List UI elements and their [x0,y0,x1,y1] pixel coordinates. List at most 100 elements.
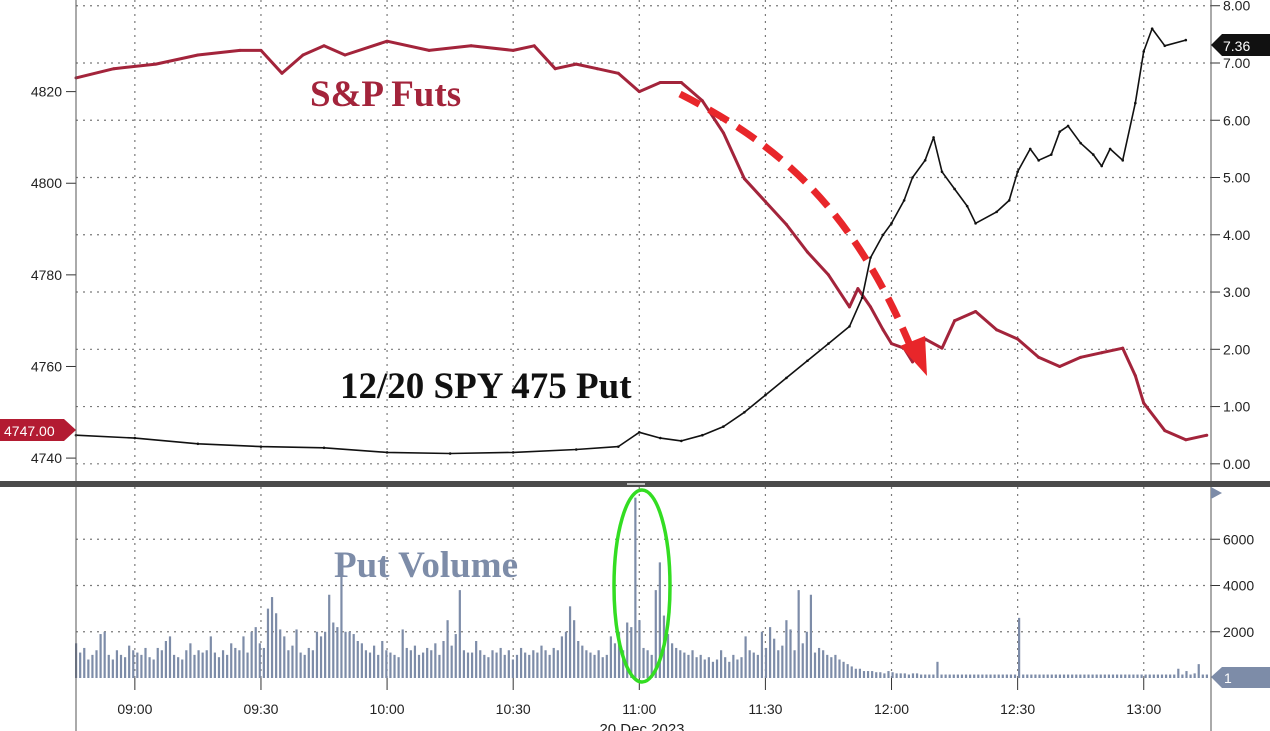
volume-last-value-text: 1 [1224,670,1232,686]
spy-put-point [722,425,725,428]
volume-bar [589,652,592,678]
volume-bar [319,636,323,678]
spy-put-point [1058,130,1061,134]
spy-put-point [1007,199,1011,202]
volume-last-value-badge: 1 [1211,667,1270,688]
volume-bar [291,645,294,678]
volume-bar [1103,674,1106,678]
volume-bar [536,652,539,678]
volume-bar [650,654,653,678]
volume-bar [152,659,155,678]
sp-futs-point [259,48,263,52]
volume-bar [1193,673,1196,678]
volume-bar [1197,664,1200,678]
volume-bar [1018,617,1021,678]
volume-bar [789,629,792,678]
volume-bar [642,647,645,678]
volume-bar [1066,674,1070,678]
volume-bar [209,636,212,678]
volume-bar [736,659,739,678]
volume-bar [148,657,151,678]
spy-put-point [1163,44,1167,48]
x-tick-label: 09:00 [117,701,152,717]
spy-put-point [911,176,914,179]
volume-bar [193,654,196,678]
spy-put-point [848,325,851,328]
volume-bar [564,631,568,678]
volume-bar [1120,674,1123,678]
spy-put-point [860,296,864,300]
volume-bar [854,668,857,678]
x-tick-label: 09:30 [243,701,278,717]
sp-futs-point [1058,364,1062,368]
sp-futs-point [1121,346,1125,350]
volume-bar [434,643,437,678]
volume-bar [928,674,931,678]
volume-bar [160,650,163,678]
spy-put-point [616,445,620,448]
sp-futs-point [700,99,704,103]
volume-bar [299,652,302,678]
volume-bar [1156,674,1160,678]
volume-bar [177,657,180,678]
volume-bar [201,652,204,678]
volume-bar [221,650,225,678]
volume-bar [834,654,837,678]
volume-bar [507,650,510,678]
spy-put-point [869,256,872,259]
volume-bar [932,674,935,678]
spy-put-point [974,222,977,225]
spy-put-point [385,451,389,454]
left-tick-label: 4760 [31,358,62,374]
volume-bar [168,636,172,678]
volume-bar [1005,674,1008,678]
spy-put-point [1091,153,1095,156]
volume-bar [311,650,314,678]
volume-bar [373,645,376,678]
volume-bar [581,645,584,678]
volume-bar [421,652,425,678]
volume-bar [646,650,649,678]
x-tick-label: 13:00 [1126,701,1161,717]
spy-put-point [940,170,944,174]
spy-put-point [1016,170,1019,174]
left-axis: 4740 4760 4780 4800 4820 [31,84,76,466]
volume-bar [495,652,498,678]
volume-bar [1001,674,1004,678]
volume-bar [1152,674,1155,678]
volume-bar [511,659,515,678]
volume-bar [442,641,445,678]
volume-bar [438,654,441,678]
volume-bar [613,643,617,678]
volume-bar [475,641,478,678]
volume-bar [164,641,168,678]
spy-put-point [680,439,683,443]
sp-futs-point [890,342,894,346]
volume-bar [470,652,474,678]
volume-bar [287,650,290,678]
volume-bar [266,608,270,678]
volume-bar [544,650,547,678]
sp-futs-point [511,48,515,52]
volume-bar [1132,674,1135,678]
spy-put-point [743,410,746,414]
sp-futs-point [826,273,830,277]
volume-bar [809,594,813,678]
volume-bar [450,645,453,678]
volume-bar [250,631,253,678]
volume-bar [903,673,906,678]
volume-bar [123,657,127,678]
volume-bar [752,652,755,678]
volume-bar [238,650,241,678]
spy-put-point [953,187,956,191]
volume-bar [328,594,331,678]
sp-futs-label: S&P Futs [310,74,461,115]
sp-futs-point [238,48,242,52]
sp-futs-point [616,71,620,75]
volume-bar [307,647,310,678]
volume-bar [720,650,723,678]
volume-bar [1058,674,1062,678]
volume-bar [1022,674,1025,678]
volume-bar [703,659,706,678]
